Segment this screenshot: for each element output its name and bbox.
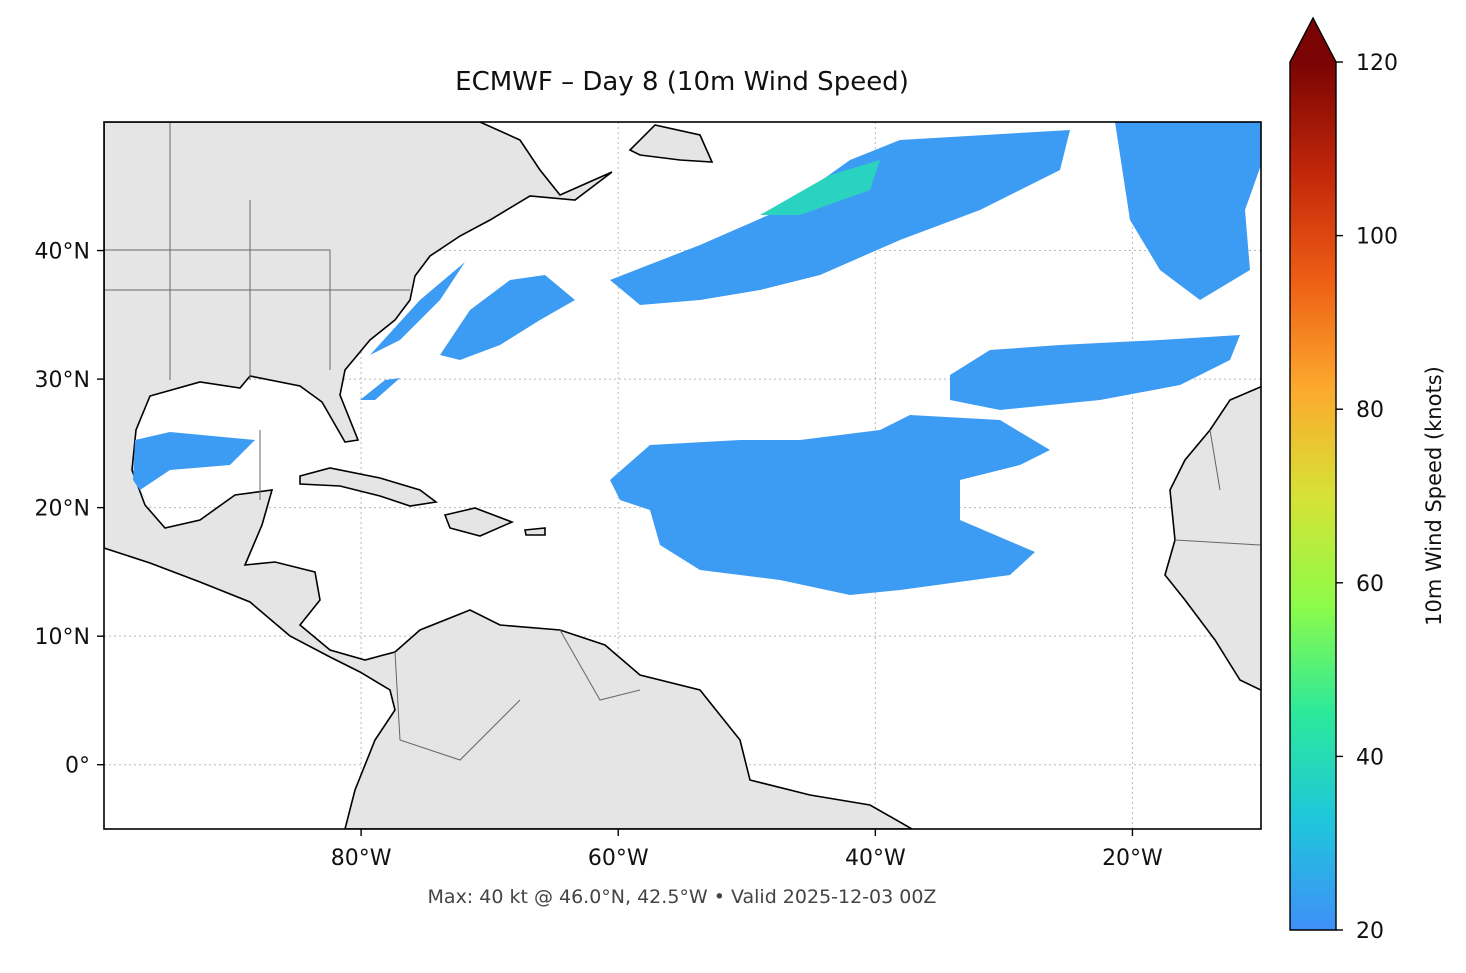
y-tick-label: 20°N (35, 497, 90, 522)
africa (1164, 385, 1261, 691)
map (104, 122, 1261, 829)
puerto-rico (524, 527, 546, 536)
borders (104, 122, 1261, 761)
x-tick-label: 20°W (1102, 846, 1163, 871)
wind-area (360, 378, 400, 400)
wind-area (610, 130, 1070, 305)
colorbar-label: 10m Wind Speed (knots) (1422, 366, 1446, 626)
wind-area (370, 262, 465, 355)
colorbar-tick-label: 20 (1356, 919, 1384, 944)
wind-area (1115, 122, 1261, 300)
wind-area (610, 415, 1050, 595)
wind-area (440, 275, 575, 360)
colorbar-bar (1290, 62, 1336, 930)
x-tick-label: 40°W (845, 846, 906, 871)
colorbar-outline (1289, 16, 1337, 931)
colorbar-tick-label: 120 (1356, 51, 1398, 76)
x-tick-label: 60°W (588, 846, 649, 871)
newfoundland (628, 124, 714, 163)
wind-area (950, 335, 1240, 410)
footer-note: Max: 40 kt @ 46.0°N, 42.5°W • Valid 2025… (428, 886, 937, 908)
colorbar: 20 40 60 80 100 120 10m Wind Speed (knots) (1289, 16, 1446, 944)
y-tick-label: 30°N (35, 368, 90, 393)
chart-title: ECMWF – Day 8 (10m Wind Speed) (455, 67, 909, 97)
hispaniola (443, 507, 515, 537)
wind-field (133, 122, 1261, 595)
cuba (299, 467, 439, 507)
colorbar-tick-label: 60 (1356, 572, 1384, 597)
colorbar-tick-label: 100 (1356, 225, 1398, 250)
x-tick-label: 80°W (331, 846, 392, 871)
y-tick-label: 0° (65, 754, 90, 779)
y-tick-label: 10°N (35, 625, 90, 650)
colorbar-extend (1290, 18, 1336, 62)
colorbar-tick-label: 40 (1356, 745, 1384, 770)
wind-area (760, 160, 880, 215)
americas (104, 122, 914, 829)
y-tick-label: 40°N (35, 240, 90, 265)
colorbar-tick-label: 80 (1356, 398, 1384, 423)
wind-area (133, 432, 255, 520)
map-frame (103, 121, 1262, 830)
